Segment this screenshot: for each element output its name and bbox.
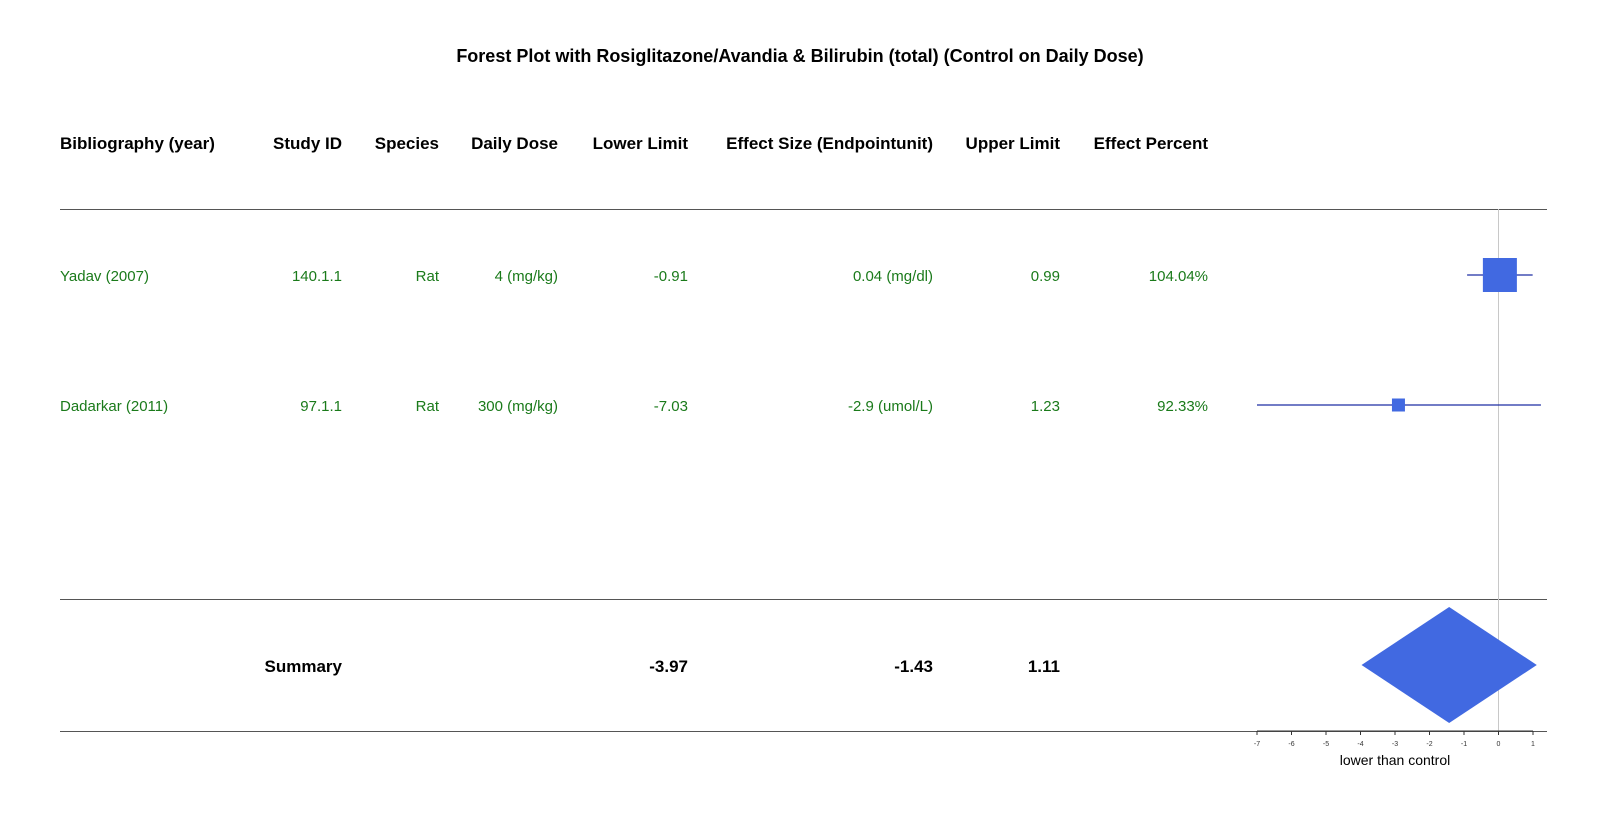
study-1-species: Rat xyxy=(415,268,439,285)
study-2-species: Rat xyxy=(415,398,439,415)
study-1-study-id: 140.1.1 xyxy=(291,268,342,285)
x-tick-label: -2 xyxy=(1426,741,1432,748)
study-1-effect-size: 0.04 (mg/dl) xyxy=(852,268,933,285)
summary-lower-limit: -3.97 xyxy=(649,657,688,676)
study-1-daily-dose: 4 (mg/kg) xyxy=(494,268,558,285)
summary-label: Summary xyxy=(264,657,342,676)
x-tick-label: -4 xyxy=(1357,741,1363,748)
chart-title: Forest Plot with Rosiglitazone/Avandia &… xyxy=(456,46,1144,66)
header-upper-limit: Upper Limit xyxy=(965,134,1060,153)
header-study-id: Study ID xyxy=(273,134,342,153)
summary-rule xyxy=(60,599,1547,600)
study-2-effect-percent: 92.33% xyxy=(1157,398,1208,415)
study-2-upper-limit: 1.23 xyxy=(1030,398,1060,415)
x-tick-label: -3 xyxy=(1392,741,1398,748)
summary-diamond xyxy=(1361,607,1537,723)
x-tick-label: -5 xyxy=(1323,741,1329,748)
summary-upper-limit: 1.11 xyxy=(1027,657,1060,676)
x-axis-label: lower than control xyxy=(1340,752,1451,768)
bottom-rule xyxy=(60,731,1547,732)
study-1-lower-limit: -0.91 xyxy=(653,268,688,285)
header-effect-percent: Effect Percent xyxy=(1093,134,1208,153)
header-rule xyxy=(60,209,1547,210)
x-tick-label: -7 xyxy=(1254,741,1260,748)
header-bibliography: Bibliography (year) xyxy=(60,134,215,153)
header-lower-limit: Lower Limit xyxy=(592,134,688,153)
study-2-effect-size: -2.9 (umol/L) xyxy=(847,398,933,415)
study-1-effect-percent: 104.04% xyxy=(1148,268,1208,285)
header-effect-size: Effect Size (Endpointunit) xyxy=(726,134,933,153)
x-tick-label: 1 xyxy=(1531,741,1535,748)
study-1-effect-square xyxy=(1482,258,1517,292)
study-1-bibliography: Yadav (2007) xyxy=(60,268,149,285)
x-tick-label: -1 xyxy=(1461,741,1467,748)
summary-effect-size: -1.43 xyxy=(894,657,933,676)
x-tick-label: -6 xyxy=(1288,741,1294,748)
study-1-upper-limit: 0.99 xyxy=(1030,268,1060,285)
study-2-study-id: 97.1.1 xyxy=(300,398,342,415)
study-2-effect-square xyxy=(1391,398,1405,412)
study-2-lower-limit: -7.03 xyxy=(653,398,688,415)
header-daily-dose: Daily Dose xyxy=(471,134,558,153)
x-tick-label: 0 xyxy=(1497,741,1501,748)
header-species: Species xyxy=(374,134,439,153)
study-2-daily-dose: 300 (mg/kg) xyxy=(477,398,558,415)
study-2-bibliography: Dadarkar (2011) xyxy=(60,398,169,415)
